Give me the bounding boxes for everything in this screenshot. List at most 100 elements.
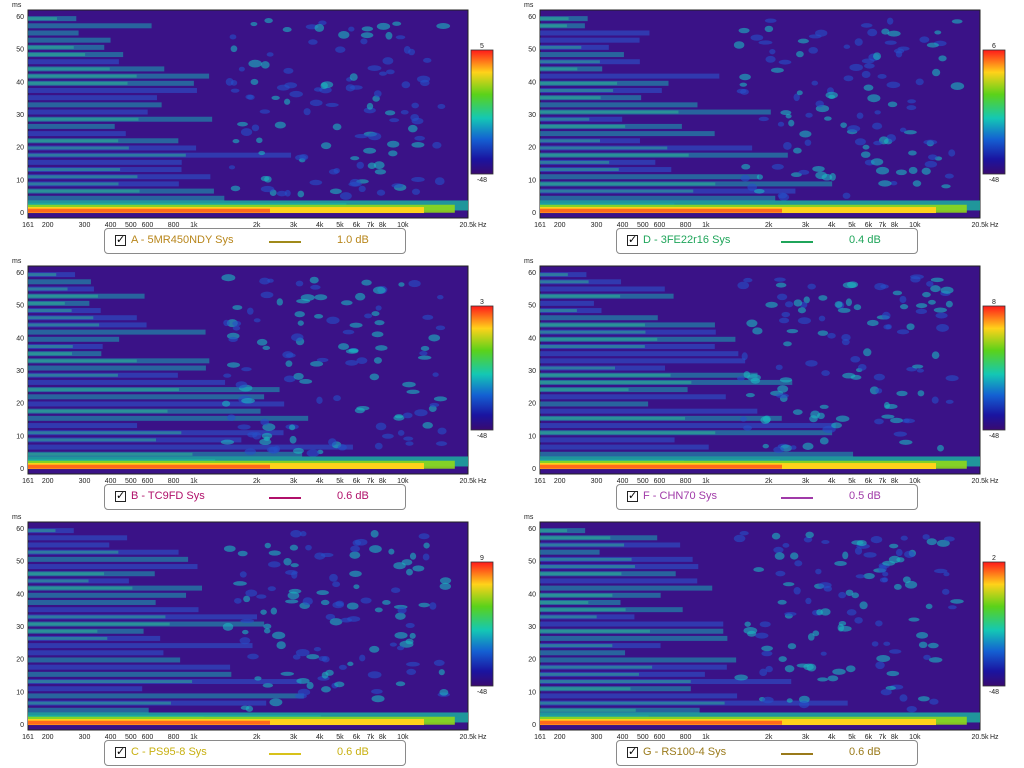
- series-visibility-checkbox[interactable]: [627, 489, 638, 502]
- y-tick-label: 60: [528, 270, 536, 277]
- series-smoothing-value: 0.5 dB: [849, 490, 881, 502]
- legend-box: G - RS100-4 Sys 0.6 dB: [616, 740, 918, 766]
- x-tick-label: 6k: [353, 478, 361, 485]
- x-tick-label: 10k: [909, 734, 921, 741]
- x-tick-label: 161: [534, 478, 546, 485]
- y-tick-label: 60: [16, 14, 24, 21]
- x-tick-label: 600: [142, 222, 154, 229]
- y-tick-label: 0: [532, 466, 536, 473]
- x-tick-label: 161: [22, 478, 34, 485]
- x-tick-label: 20.5k: [459, 478, 477, 485]
- y-tick-label: 0: [20, 210, 24, 217]
- y-tick-label: 60: [528, 14, 536, 21]
- series-visibility-checkbox[interactable]: [627, 233, 638, 246]
- y-tick-label: 50: [528, 303, 536, 310]
- y-tick-label: 50: [528, 47, 536, 54]
- y-tick-label: 50: [16, 47, 24, 54]
- x-tick-label: 600: [142, 734, 154, 741]
- x-tick-label: 2k: [253, 478, 261, 485]
- y-tick-label: 20: [528, 401, 536, 408]
- x-tick-label: 7k: [367, 478, 375, 485]
- colorbar-min-label: -48: [989, 433, 999, 440]
- colorbar-max-label: 2: [992, 555, 996, 562]
- series-visibility-checkbox[interactable]: [115, 489, 126, 502]
- x-tick-label: 300: [79, 222, 91, 229]
- series-smoothing-value: 0.6 dB: [849, 746, 881, 758]
- x-tick-label: 10k: [397, 222, 409, 229]
- x-tick-label: 4k: [828, 222, 836, 229]
- colorbar: [982, 561, 1006, 687]
- spectrogram-panel: 0 10 20 30 40 50 60 ms 161 200 300 400 500 600 800 1k 2k…: [512, 512, 1024, 768]
- x-tick-label: 300: [79, 734, 91, 741]
- x-tick-label: 400: [617, 734, 629, 741]
- x-tick-label: 500: [637, 734, 649, 741]
- y-tick-label: 10: [528, 689, 536, 696]
- x-tick-label: 600: [654, 734, 666, 741]
- y-tick-label: 0: [20, 466, 24, 473]
- x-tick-label: 3k: [802, 734, 810, 741]
- colorbar-max-label: 5: [480, 43, 484, 50]
- x-tick-label: 8k: [891, 734, 899, 741]
- series-line-swatch: [781, 753, 813, 755]
- x-tick-label: 300: [591, 478, 603, 485]
- x-tick-label: 8k: [379, 734, 387, 741]
- x-tick-label: 5k: [848, 734, 856, 741]
- x-tick-label: 20.5k: [459, 222, 477, 229]
- y-tick-label: 30: [528, 368, 536, 375]
- x-tick-label: 161: [534, 734, 546, 741]
- spectrogram-panel: 0 10 20 30 40 50 60 ms 161 200 300 400 500 600 800 1k 2k…: [0, 256, 512, 512]
- x-tick-label: 3k: [290, 734, 298, 741]
- x-tick-label: 8k: [891, 222, 899, 229]
- x-tick-label: 10k: [397, 478, 409, 485]
- y-tick-label: 50: [16, 303, 24, 310]
- x-tick-label: 200: [42, 478, 54, 485]
- x-tick-label: 300: [79, 478, 91, 485]
- series-smoothing-value: 0.6 dB: [337, 746, 369, 758]
- x-tick-label: 3k: [290, 478, 298, 485]
- x-tick-label: 7k: [367, 222, 375, 229]
- spectrogram-plot: 0 10 20 30 40 50 60 ms 161 200 300 400 500 600 800 1k 2k…: [524, 514, 1006, 741]
- spectrogram-plot: 0 10 20 30 40 50 60 ms 161 200 300 400 500 600 800 1k 2k…: [524, 258, 1006, 485]
- y-tick-label: 10: [16, 177, 24, 184]
- x-tick-label: 20.5k: [459, 734, 477, 741]
- x-tick-label: 1k: [190, 478, 198, 485]
- x-tick-label: 2k: [253, 222, 261, 229]
- x-tick-label: 20.5k: [971, 734, 989, 741]
- colorbar: [470, 49, 494, 175]
- colorbar: [470, 561, 494, 687]
- y-tick-label: 40: [528, 79, 536, 86]
- legend-box: D - 3FE22r16 Sys 0.4 dB: [616, 228, 918, 254]
- x-tick-label: 300: [591, 222, 603, 229]
- x-tick-label: 6k: [353, 222, 361, 229]
- series-name: C - PS95-8 Sys: [131, 746, 207, 758]
- x-tick-label: 3k: [802, 478, 810, 485]
- x-tick-label: 1k: [702, 478, 710, 485]
- series-name: A - 5MR450NDY Sys: [131, 234, 234, 246]
- spectrogram-plot: 0 10 20 30 40 50 60 ms 161 200 300 400 500 600 800 1k 2k…: [524, 2, 1006, 229]
- y-tick-label: 30: [528, 112, 536, 119]
- colorbar-max-label: 3: [480, 299, 484, 306]
- x-tick-label: 400: [617, 222, 629, 229]
- series-visibility-checkbox[interactable]: [115, 233, 126, 246]
- x-tick-label: 600: [654, 478, 666, 485]
- y-tick-label: 50: [528, 559, 536, 566]
- x-tick-label: 800: [680, 222, 692, 229]
- y-axis-label: ms: [524, 2, 534, 9]
- x-axis-label: Hz: [990, 734, 999, 741]
- series-line-swatch: [781, 241, 813, 243]
- x-tick-label: 500: [125, 222, 137, 229]
- x-tick-label: 10k: [397, 734, 409, 741]
- x-tick-label: 800: [680, 734, 692, 741]
- series-visibility-checkbox[interactable]: [627, 745, 638, 758]
- series-visibility-checkbox[interactable]: [115, 745, 126, 758]
- colorbar-min-label: -48: [477, 433, 487, 440]
- x-tick-label: 20.5k: [971, 478, 989, 485]
- colorbar-min-label: -48: [477, 689, 487, 696]
- x-tick-label: 3k: [802, 222, 810, 229]
- spectrogram-plot: 0 10 20 30 40 50 60 ms 161 200 300 400 500 600 800 1k 2k…: [12, 514, 494, 741]
- x-tick-label: 7k: [879, 734, 887, 741]
- colorbar-max-label: 6: [992, 43, 996, 50]
- y-tick-label: 10: [16, 689, 24, 696]
- y-tick-label: 20: [16, 657, 24, 664]
- x-tick-label: 161: [22, 222, 34, 229]
